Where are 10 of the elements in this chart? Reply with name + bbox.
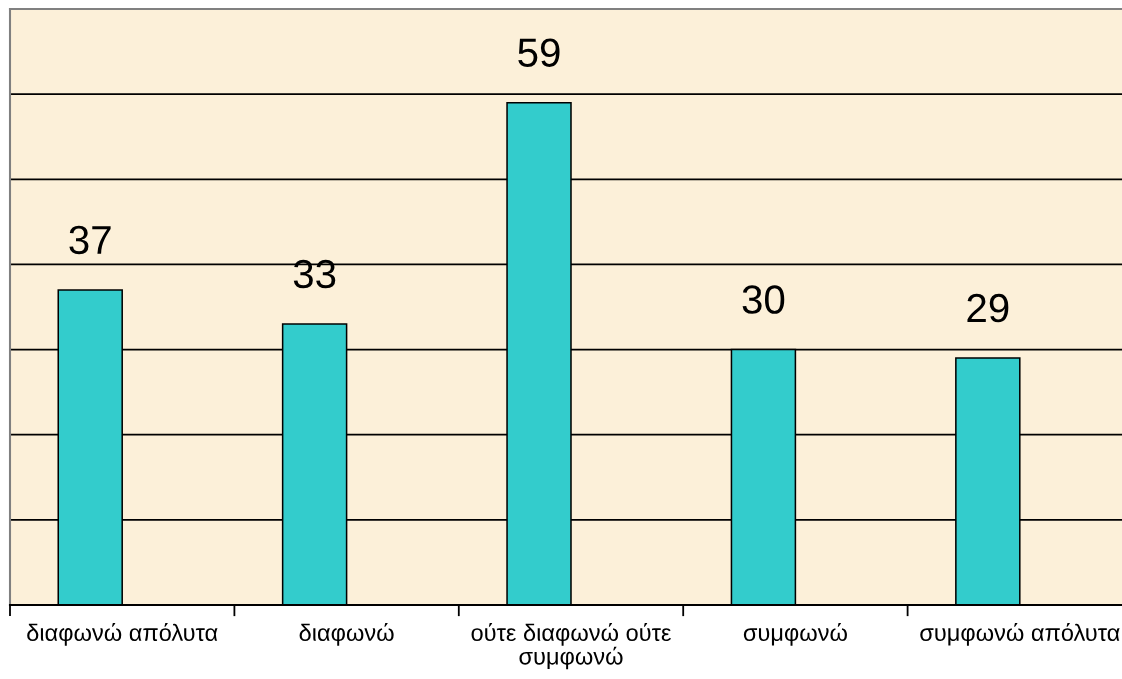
x-tick-label: ούτε διαφωνώ ούτε συμφωνώ: [471, 623, 672, 670]
x-tick-label: συμφωνώ: [743, 623, 847, 646]
x-tick-label: διαφωνώ: [299, 623, 394, 646]
data-label: 37: [69, 225, 111, 255]
data-label: 29: [967, 293, 1009, 323]
data-label: 59: [518, 38, 560, 67]
data-label: 30: [742, 285, 785, 314]
x-tick-label: διαφωνώ απόλυτα: [27, 623, 218, 646]
x-tick-label: συμφωνώ απόλυτα: [920, 623, 1120, 646]
data-label: 33: [293, 259, 336, 289]
